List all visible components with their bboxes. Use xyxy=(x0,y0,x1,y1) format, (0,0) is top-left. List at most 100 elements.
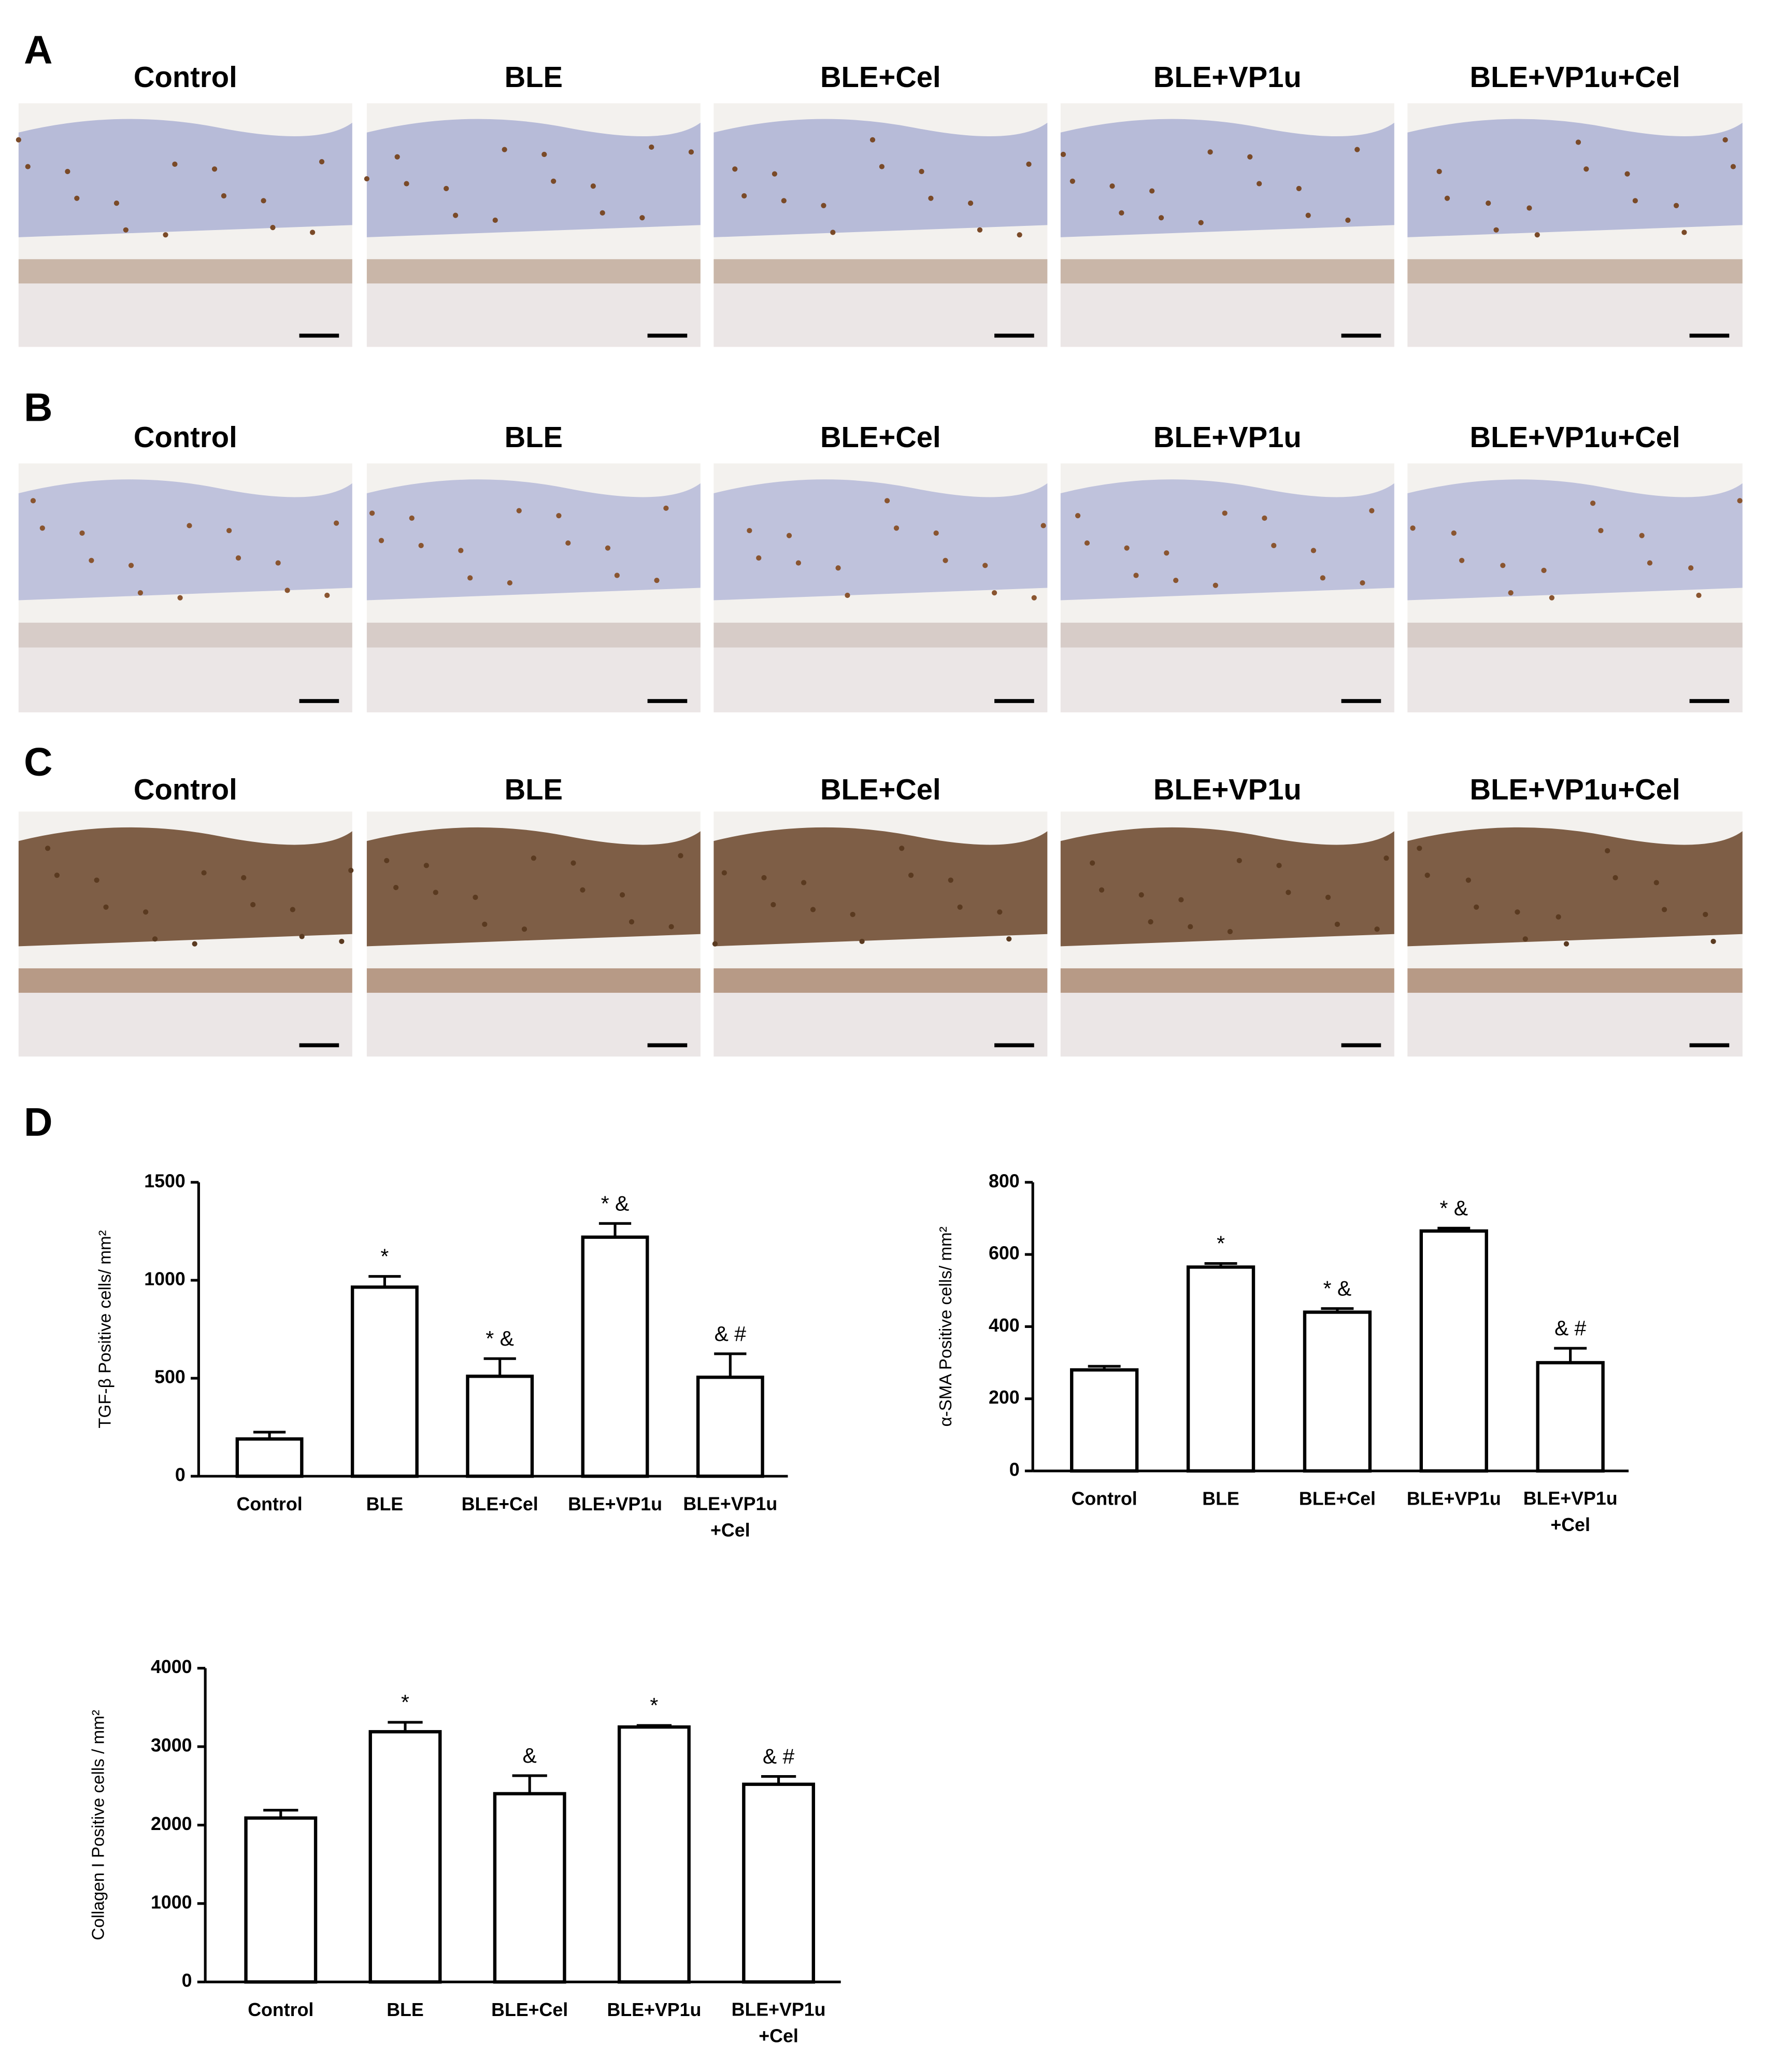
stain-dot xyxy=(1325,894,1331,900)
scale-bar xyxy=(1689,333,1730,338)
y-tick-label: 0 xyxy=(175,1465,186,1485)
stain-dot xyxy=(521,926,527,932)
x-tick-label: BLE+VP1u xyxy=(568,1494,662,1514)
image-title: Control xyxy=(134,421,237,453)
stain-dot xyxy=(1305,212,1311,218)
tissue-muscle xyxy=(714,968,1048,993)
bar xyxy=(1419,1229,1488,1473)
scale-bar xyxy=(994,333,1034,338)
stain-dot xyxy=(1334,921,1340,927)
scale-bar xyxy=(647,699,688,703)
stain-dot xyxy=(507,580,512,586)
stain-dot xyxy=(25,164,31,169)
micrograph xyxy=(16,103,352,347)
stain-dot xyxy=(821,203,826,208)
x-tick-label-line: BLE+VP1u xyxy=(683,1494,777,1514)
stain-dot xyxy=(1639,533,1645,538)
scale-bar xyxy=(1689,1043,1730,1048)
x-tick-label-line: +Cel xyxy=(759,2026,798,2047)
x-tick-label: Control xyxy=(248,1999,313,2020)
stain-dot xyxy=(1556,914,1561,920)
tissue-lower xyxy=(1060,647,1394,712)
stain-dot xyxy=(74,195,80,201)
stain-dot xyxy=(879,164,884,169)
stain-dot xyxy=(1383,855,1389,861)
stain-dot xyxy=(409,515,415,521)
tissue-epidermis xyxy=(366,827,701,947)
stain-dot xyxy=(1696,592,1702,598)
stain-dot xyxy=(1262,515,1267,521)
bar xyxy=(617,1725,691,1984)
x-tick-label: BLE+VP1u +Cel xyxy=(683,1494,777,1541)
scale-bar xyxy=(1341,1043,1381,1048)
stain-dot xyxy=(467,575,473,581)
stain-dot xyxy=(1227,928,1233,935)
significance: & # xyxy=(715,1322,747,1346)
image-title: BLE+VP1u xyxy=(1153,421,1302,453)
stain-dot xyxy=(1119,210,1124,216)
stain-dot xyxy=(1598,527,1604,534)
stain-dot xyxy=(1661,907,1667,912)
stain-dot xyxy=(678,853,683,859)
tissue-muscle xyxy=(1060,259,1394,284)
stain-dot xyxy=(1451,530,1457,536)
image-title: BLE+VP1u+Cel xyxy=(1470,773,1680,806)
stain-dot xyxy=(1247,154,1253,160)
y-axis-label: α-SMA Positive cells/ mm² xyxy=(936,1226,955,1426)
stain-dot xyxy=(943,558,948,563)
stain-dot xyxy=(859,938,865,945)
stain-dot xyxy=(639,215,645,221)
stain-dot xyxy=(45,846,51,851)
tissue-muscle xyxy=(366,622,701,648)
stain-dot xyxy=(629,919,635,925)
scale-bar xyxy=(647,333,688,338)
tissue-lower xyxy=(714,647,1048,712)
tissue-muscle xyxy=(1407,259,1743,284)
stain-dot xyxy=(1138,892,1144,898)
tissue-epidermis xyxy=(714,119,1048,237)
stain-dot xyxy=(423,863,429,868)
stain-dot xyxy=(1575,139,1581,145)
stain-dot xyxy=(310,230,316,235)
x-tick-label-line: BLE+VP1u xyxy=(1523,1489,1618,1509)
micrograph xyxy=(366,463,701,712)
panel-label: C xyxy=(24,740,52,784)
stain-dot xyxy=(1236,858,1242,864)
stain-dot xyxy=(565,540,571,546)
stain-dot xyxy=(1310,548,1317,553)
stain-dot xyxy=(928,195,934,201)
tissue-epidermis xyxy=(1407,479,1743,601)
stain-dot xyxy=(899,846,905,851)
tissue-muscle xyxy=(1060,622,1394,648)
stain-dot xyxy=(1222,510,1228,516)
stain-dot xyxy=(404,181,409,187)
stain-dot xyxy=(1410,525,1416,531)
stain-dot xyxy=(452,212,459,218)
image-title: BLE xyxy=(505,421,563,453)
stain-dot xyxy=(795,560,802,566)
stain-dot xyxy=(1148,919,1153,925)
x-tick-label-line: +Cel xyxy=(710,1520,750,1541)
stain-dot xyxy=(761,875,767,881)
significance: * xyxy=(1217,1232,1225,1255)
stain-dot xyxy=(869,137,876,142)
bar xyxy=(493,1792,566,1984)
stain-dot xyxy=(801,880,807,885)
tissue-lower xyxy=(366,993,701,1057)
y-axis-label: Collagen I Positive cells / mm² xyxy=(89,1710,108,1940)
tissue-lower xyxy=(18,647,352,712)
stain-dot xyxy=(531,855,536,861)
stain-dot xyxy=(570,860,576,866)
stain-dot xyxy=(275,560,281,566)
tissue-muscle xyxy=(366,259,701,284)
stain-dot xyxy=(201,870,207,876)
x-tick-label: BLE+VP1u xyxy=(607,1999,701,2020)
tissue-epidermis xyxy=(1407,827,1743,947)
stain-dot xyxy=(1688,565,1694,571)
stain-dot xyxy=(850,911,855,918)
stain-dot xyxy=(1084,540,1090,546)
stain-dot xyxy=(1508,590,1514,596)
stain-dot xyxy=(756,555,762,561)
image-title: BLE+VP1u+Cel xyxy=(1470,421,1680,453)
